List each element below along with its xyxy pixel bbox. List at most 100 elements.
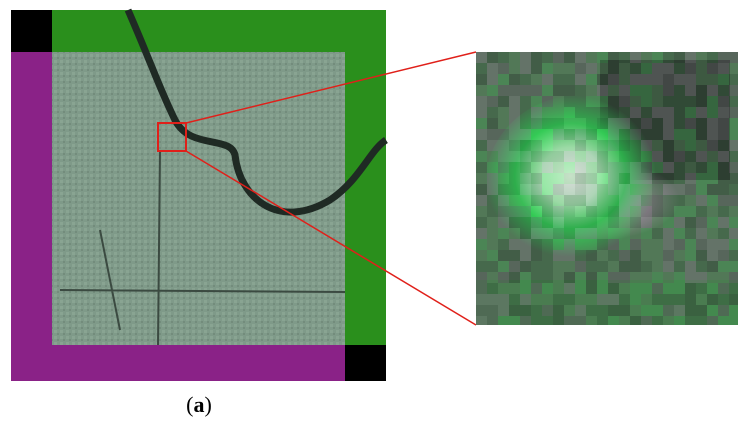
zoom-pixel	[476, 63, 487, 74]
zoom-pixel	[696, 63, 707, 74]
zoom-pixel	[707, 294, 718, 305]
zoom-pixel	[553, 162, 564, 173]
zoom-pixel	[597, 206, 608, 217]
zoom-pixel	[520, 63, 531, 74]
zoom-pixel	[476, 250, 487, 261]
zoom-pixel	[509, 272, 520, 283]
zoom-pixel	[531, 217, 542, 228]
zoom-pixel	[630, 151, 641, 162]
zoom-pixel	[663, 151, 674, 162]
zoom-pixel	[564, 151, 575, 162]
zoom-pixel	[542, 272, 553, 283]
zoom-pixel	[718, 129, 729, 140]
zoom-pixel	[619, 107, 630, 118]
zoom-pixel	[498, 107, 509, 118]
zoom-pixel	[630, 250, 641, 261]
zoom-pixel	[564, 107, 575, 118]
zoom-pixel	[476, 151, 487, 162]
zoom-pixel	[476, 173, 487, 184]
zoom-pixel	[674, 294, 685, 305]
zoom-pixel	[531, 96, 542, 107]
zoom-pixel	[663, 250, 674, 261]
zoom-pixel	[542, 239, 553, 250]
zoom-pixel	[498, 151, 509, 162]
zoom-pixel	[520, 85, 531, 96]
zoom-pixel	[674, 195, 685, 206]
zoom-pixel	[630, 316, 641, 327]
zoom-pixel	[685, 74, 696, 85]
zoom-pixel	[608, 173, 619, 184]
zoom-pixel	[619, 74, 630, 85]
zoom-pixel	[564, 63, 575, 74]
zoom-pixel	[476, 162, 487, 173]
zoom-pixel	[520, 96, 531, 107]
zoom-pixel	[608, 239, 619, 250]
zoom-pixel	[674, 184, 685, 195]
zoom-pixel	[597, 305, 608, 316]
zoom-pixel	[520, 107, 531, 118]
zoom-pixel	[520, 118, 531, 129]
zoom-pixel	[685, 129, 696, 140]
zoom-pixel	[564, 228, 575, 239]
zoom-pixel	[718, 195, 729, 206]
zoom-pixel	[696, 206, 707, 217]
zoom-pixel	[707, 217, 718, 228]
zoom-pixel	[630, 162, 641, 173]
overview-image	[11, 10, 386, 381]
zoom-pixel	[586, 239, 597, 250]
zoom-pixel	[487, 250, 498, 261]
zoom-pixel	[663, 118, 674, 129]
zoom-pixel	[586, 162, 597, 173]
zoom-pixel	[718, 107, 729, 118]
zoom-pixel	[652, 272, 663, 283]
zoom-pixel	[729, 162, 738, 173]
zoom-pixel	[619, 129, 630, 140]
zoom-pixel	[619, 228, 630, 239]
zoom-pixel	[542, 63, 553, 74]
zoom-pixel	[630, 305, 641, 316]
zoom-pixel	[586, 261, 597, 272]
zoom-pixel	[487, 107, 498, 118]
zoom-pixel	[509, 239, 520, 250]
zoom-pixel	[586, 305, 597, 316]
zoom-pixel	[685, 228, 696, 239]
zoom-pixel	[630, 140, 641, 151]
zoom-pixel	[498, 74, 509, 85]
zoom-pixel	[685, 195, 696, 206]
zoom-pixel	[498, 173, 509, 184]
zoom-pixel	[718, 316, 729, 327]
zoom-pixel	[575, 129, 586, 140]
zoom-pixel	[564, 96, 575, 107]
zoom-pixel	[707, 250, 718, 261]
zoom-pixel	[663, 129, 674, 140]
zoom-pixel	[707, 261, 718, 272]
zoom-pixel	[542, 184, 553, 195]
zoom-pixel	[476, 74, 487, 85]
zoom-pixel	[476, 140, 487, 151]
zoom-pixel	[597, 151, 608, 162]
zoom-pixel	[476, 184, 487, 195]
zoom-pixel	[487, 129, 498, 140]
zoom-pixel	[531, 107, 542, 118]
zoom-pixel	[707, 206, 718, 217]
zoom-pixel	[729, 184, 738, 195]
zoom-pixel	[663, 173, 674, 184]
zoom-pixel	[674, 272, 685, 283]
zoom-pixel	[553, 283, 564, 294]
zoom-pixel	[586, 96, 597, 107]
zoom-pixel	[575, 74, 586, 85]
zoom-pixel	[531, 151, 542, 162]
zoom-pixel	[597, 250, 608, 261]
zoom-pixel	[652, 195, 663, 206]
zoom-pixel	[685, 118, 696, 129]
zoom-pixel	[575, 206, 586, 217]
zoom-pixel	[729, 195, 738, 206]
zoom-pixel	[487, 283, 498, 294]
zoom-pixel	[487, 173, 498, 184]
zoom-pixel	[729, 228, 738, 239]
zoom-pixel	[487, 206, 498, 217]
zoom-pixel	[674, 162, 685, 173]
zoom-pixel	[487, 239, 498, 250]
zoom-pixel	[641, 184, 652, 195]
zoom-pixel	[542, 162, 553, 173]
